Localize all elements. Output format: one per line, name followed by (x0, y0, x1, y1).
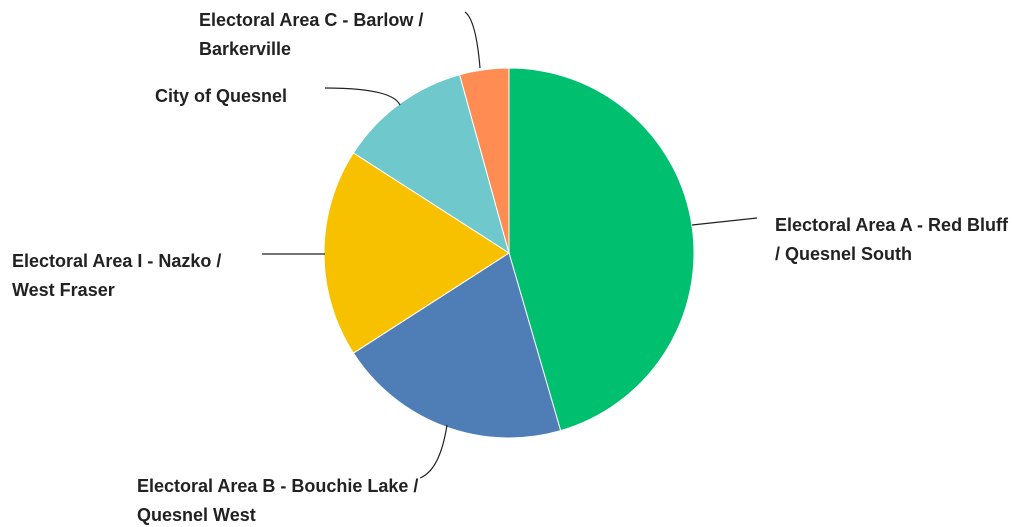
slice-label: Electoral Area I - Nazko / West Fraser (12, 251, 222, 300)
slice-label: Electoral Area B - Bouchie Lake / Quesne… (137, 476, 419, 525)
pie-slice (508, 67, 695, 432)
pie-slice (352, 252, 562, 439)
leader-line (324, 87, 401, 106)
leader-line (464, 11, 481, 69)
pie-slice (459, 67, 510, 254)
slice-label: Electoral Area A - Red Bluff / Quesnel S… (775, 215, 1009, 264)
pie-slice (323, 152, 510, 354)
slice-label: Electoral Area C - Barlow / Barkerville (199, 10, 424, 59)
leader-line (419, 424, 448, 479)
leader-line (691, 217, 758, 226)
slice-label: City of Quesnel (155, 86, 288, 106)
